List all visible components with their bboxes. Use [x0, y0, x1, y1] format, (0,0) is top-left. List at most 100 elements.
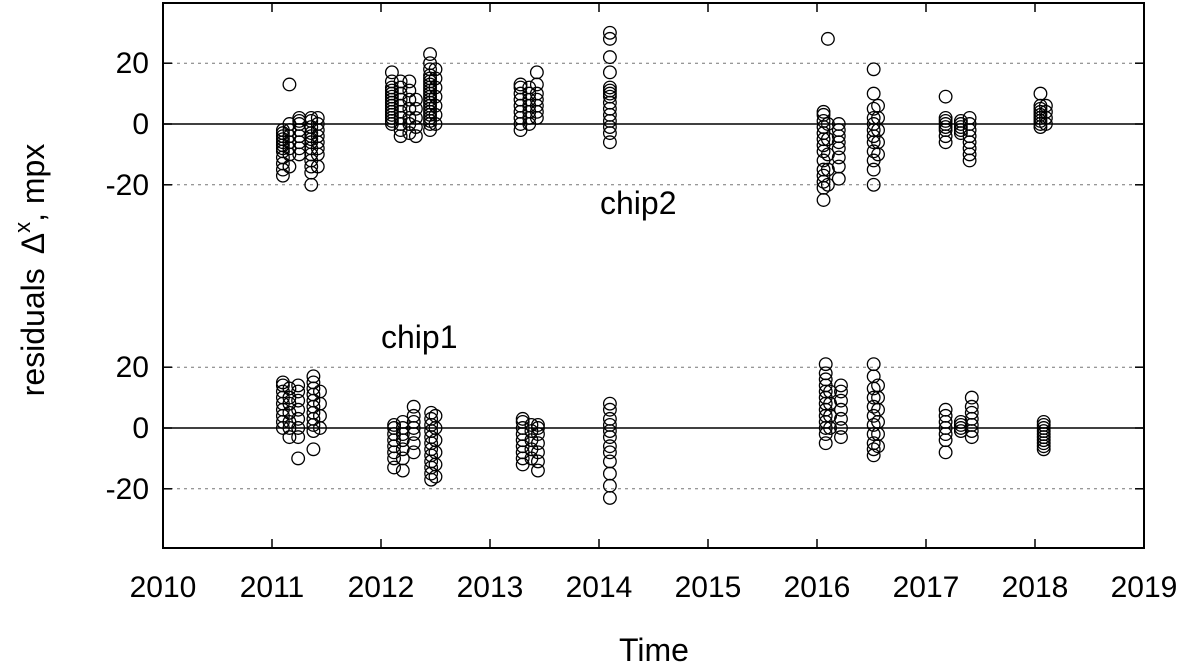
data-point	[428, 89, 443, 104]
data-point	[602, 135, 617, 150]
x-tick-label: 2013	[457, 571, 524, 604]
data-point	[529, 92, 544, 107]
y-axis-title-superscript: x	[10, 222, 35, 233]
data-point	[964, 399, 979, 414]
data-point	[602, 454, 617, 469]
data-point	[529, 86, 544, 101]
data-point	[291, 411, 306, 426]
data-point	[428, 80, 443, 95]
y-tick-label: 20	[116, 47, 149, 80]
y-tick-label: -20	[106, 169, 149, 202]
data-point	[953, 414, 968, 429]
data-point	[602, 65, 617, 80]
data-point	[291, 421, 306, 435]
data-point	[938, 89, 953, 104]
y-tick-label: -20	[106, 473, 149, 506]
data-point	[1036, 421, 1051, 435]
data-point	[820, 31, 835, 46]
panel-label-chip1: chip1	[381, 319, 458, 355]
data-point	[834, 430, 848, 445]
data-point	[384, 89, 399, 104]
panel-label-chip2: chip2	[600, 185, 677, 221]
data-point	[282, 117, 297, 131]
data-point	[866, 101, 881, 116]
data-point	[602, 80, 617, 95]
data-point	[866, 390, 881, 405]
data-point	[310, 110, 325, 125]
data-point	[291, 393, 306, 408]
data-point	[818, 357, 833, 372]
x-tick-label: 2018	[1002, 571, 1069, 604]
x-axis-title: Time	[619, 632, 689, 668]
data-point	[602, 396, 617, 411]
data-point	[282, 381, 297, 396]
data-point	[428, 107, 443, 122]
data-point	[424, 405, 439, 420]
x-tick-label: 2010	[130, 571, 197, 604]
data-point	[531, 436, 545, 451]
data-point	[602, 31, 617, 46]
data-point	[395, 421, 410, 435]
data-point	[602, 445, 617, 460]
data-point	[602, 418, 617, 432]
data-point	[291, 378, 306, 393]
data-point	[866, 399, 881, 414]
x-tick-label: 2016	[784, 571, 851, 604]
data-point	[831, 123, 846, 138]
data-point	[820, 132, 835, 147]
data-point	[866, 110, 881, 125]
data-point	[602, 466, 617, 481]
data-point	[406, 408, 421, 423]
data-point	[953, 120, 968, 134]
data-point	[938, 408, 953, 423]
data-point	[402, 74, 417, 89]
data-point	[402, 92, 417, 107]
data-point	[529, 65, 544, 80]
data-point	[818, 372, 833, 387]
data-point	[291, 384, 306, 399]
data-point	[866, 62, 881, 77]
data-point	[395, 451, 410, 466]
data-point	[531, 427, 545, 442]
data-point	[424, 411, 439, 426]
data-point	[291, 451, 306, 466]
data-point	[834, 393, 848, 408]
data-point	[953, 421, 968, 435]
data-point	[1038, 98, 1053, 113]
y-tick-label: 0	[132, 412, 149, 445]
y-tick-label: 20	[116, 351, 149, 384]
data-point	[393, 74, 408, 89]
data-point	[428, 71, 443, 86]
y-axis-title: residuals Δx, mpx	[10, 144, 51, 397]
data-point	[953, 424, 968, 438]
data-point	[871, 98, 885, 113]
data-point	[402, 110, 417, 125]
data-point	[408, 92, 423, 107]
data-point	[820, 162, 835, 177]
data-point	[823, 384, 838, 399]
data-point	[831, 171, 846, 186]
data-point	[402, 83, 417, 98]
data-point	[1036, 414, 1051, 429]
data-point	[866, 418, 881, 432]
data-point	[306, 442, 321, 457]
data-point	[531, 463, 545, 478]
data-point	[282, 123, 297, 138]
data-point	[866, 442, 881, 457]
data-point	[406, 399, 421, 414]
data-point	[816, 193, 831, 207]
x-tick-label: 2011	[240, 571, 305, 604]
data-point	[291, 430, 306, 445]
data-point	[866, 86, 881, 101]
data-point	[282, 421, 297, 435]
data-point	[291, 402, 306, 417]
data-point	[962, 117, 977, 131]
data-point	[871, 378, 885, 393]
data-point	[938, 110, 953, 125]
data-points	[275, 25, 1053, 505]
data-point	[306, 369, 321, 384]
data-point	[513, 77, 528, 92]
data-point	[428, 117, 443, 131]
y-tick-label: 0	[132, 108, 149, 141]
